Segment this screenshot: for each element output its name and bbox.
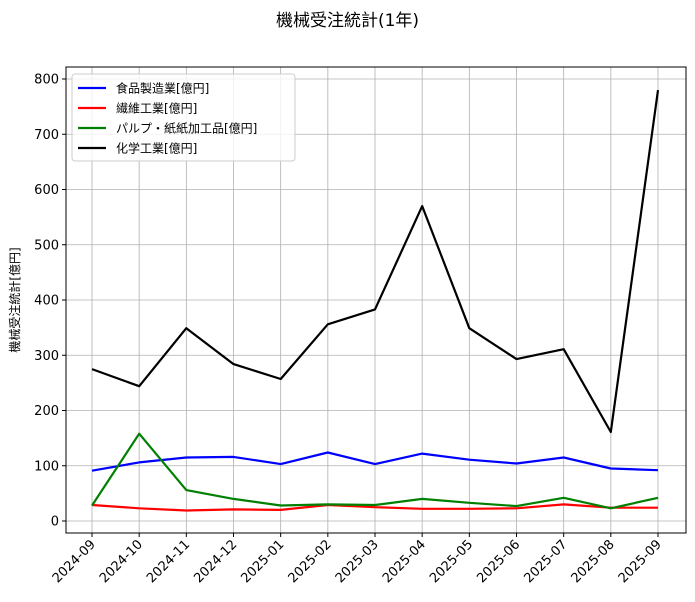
legend-label: 化学工業[億円] xyxy=(116,141,197,156)
y-tick-label: 800 xyxy=(34,73,59,88)
legend-label: 繊維工業[億円] xyxy=(116,102,197,116)
x-tick-label: 2025-05 xyxy=(427,537,476,586)
y-tick-label: 400 xyxy=(34,294,59,309)
x-tick-label: 2024-11 xyxy=(144,537,193,586)
legend-label: パルプ・紙紙加工品[億円] xyxy=(116,121,257,136)
chart-title: 機械受注統計(1年) xyxy=(275,11,420,31)
x-tick-label: 2024-10 xyxy=(97,537,146,586)
x-tick-label: 2025-02 xyxy=(286,537,335,586)
y-axis-label: 機械受注統計[億円] xyxy=(7,247,22,352)
y-tick-label: 700 xyxy=(34,128,59,143)
x-tick-label: 2024-09 xyxy=(50,537,99,586)
series-line-3 xyxy=(91,89,660,434)
y-tick-label: 500 xyxy=(34,238,59,253)
series-line-2 xyxy=(91,432,659,510)
x-axis: 2024-092024-102024-112024-122025-012025-… xyxy=(50,533,665,586)
x-tick-label: 2025-07 xyxy=(521,537,570,586)
legend: 食品製造業[億円] 繊維工業[億円] パルプ・紙紙加工品[億円] 化学工業[億円] xyxy=(71,73,296,162)
x-tick-label: 2025-03 xyxy=(333,537,382,586)
legend-label: 食品製造業[億円] xyxy=(116,81,209,96)
y-tick-label: 200 xyxy=(34,404,59,419)
x-tick-label: 2025-09 xyxy=(616,537,665,586)
y-tick-label: 300 xyxy=(34,349,59,364)
series-line-0 xyxy=(91,451,659,472)
y-tick-label: 100 xyxy=(34,459,59,474)
y-tick-label: 0 xyxy=(51,515,59,530)
x-tick-label: 2025-04 xyxy=(380,537,429,586)
y-axis: 0 100 200 300 400 500 600 700 800 xyxy=(34,73,66,530)
series-line-1 xyxy=(91,503,658,512)
y-tick-label: 600 xyxy=(34,183,59,198)
x-tick-label: 2024-12 xyxy=(191,537,240,586)
legend-box xyxy=(71,73,296,162)
x-tick-label: 2025-01 xyxy=(238,537,287,586)
series-lines xyxy=(91,89,660,512)
x-tick-label: 2025-08 xyxy=(569,537,618,586)
x-tick-label: 2025-06 xyxy=(474,537,523,586)
